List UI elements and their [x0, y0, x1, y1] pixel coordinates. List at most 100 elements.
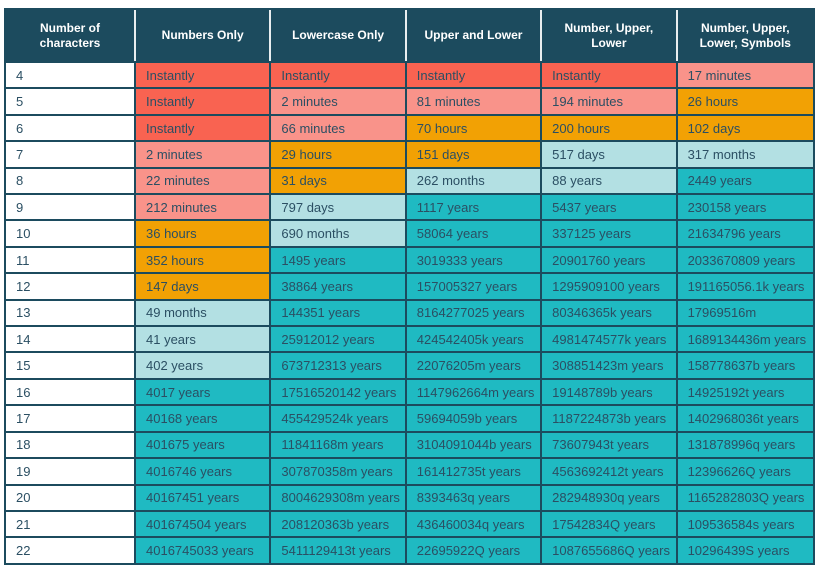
row-chars-cell: 14: [6, 325, 136, 352]
row-chars-cell: 6: [6, 113, 136, 141]
time-cell: 673712313 years: [271, 351, 407, 378]
time-cell: 2449 years: [677, 166, 813, 194]
time-cell: 2 minutes: [136, 140, 272, 167]
time-cell: 436460034q years: [406, 509, 543, 537]
time-cell: 402 years: [136, 351, 272, 378]
table-row: 11 352 hours 1495 years 3019333 years 209017…: [6, 245, 813, 273]
time-cell: 352 hours: [136, 245, 272, 273]
column-header-4: Number, Upper, Lower: [542, 10, 678, 61]
password-crack-time-table: Number of characters Numbers Only Lowercas…: [4, 8, 815, 565]
time-cell: 424542405k years: [406, 325, 543, 352]
time-cell: 17542834Q years: [542, 509, 678, 537]
time-cell: 191165056.1k years: [677, 272, 813, 299]
time-cell: 80346365k years: [542, 298, 678, 326]
row-chars-cell: 5: [6, 87, 136, 114]
time-cell: 1295909100 years: [542, 272, 678, 299]
row-chars-cell: 7: [6, 140, 136, 167]
row-chars-cell: 17: [6, 404, 136, 431]
header-row: Number of characters Numbers Only Lowercas…: [6, 10, 813, 61]
time-cell: Instantly: [406, 61, 543, 88]
time-cell: 690 months: [271, 219, 407, 246]
row-chars-cell: 22: [6, 536, 136, 563]
time-cell: 2033670809 years: [677, 245, 813, 273]
time-cell: 4563692412t years: [542, 457, 678, 484]
time-cell: 3104091044b years: [406, 430, 543, 458]
time-cell: 8164277025 years: [406, 298, 543, 326]
time-cell: 38864 years: [271, 272, 407, 299]
time-cell: 40167451 years: [136, 483, 272, 510]
time-cell: 401675 years: [136, 430, 272, 458]
time-cell: 151 days: [406, 140, 543, 167]
time-cell: 282948930q years: [542, 483, 678, 510]
column-header-2: Lowercase Only: [271, 10, 407, 61]
time-cell: 1187224873b years: [542, 404, 678, 431]
time-cell: 5437 years: [542, 193, 678, 220]
table-row: 20 40167451 years 8004629308m years 8393463…: [6, 483, 813, 510]
time-cell: 1689134436m years: [677, 325, 813, 352]
time-cell: 81 minutes: [406, 87, 543, 114]
table-row: 9 212 minutes 797 days 1117 years 5437 years…: [6, 193, 813, 220]
time-cell: 1147962664m years: [406, 377, 543, 405]
time-cell: Instantly: [271, 61, 407, 88]
table-row: 16 4017 years 17516520142 years 1147962664m…: [6, 377, 813, 405]
row-chars-cell: 18: [6, 430, 136, 458]
time-cell: 1402968036t years: [677, 404, 813, 431]
time-cell: 194 minutes: [542, 87, 678, 114]
time-cell: 307870358m years: [271, 457, 407, 484]
time-cell: 17 minutes: [677, 61, 813, 88]
time-cell: 40168 years: [136, 404, 272, 431]
row-chars-cell: 9: [6, 193, 136, 220]
table-row: 17 40168 years 455429524k years 59694059b y…: [6, 404, 813, 431]
time-cell: 131878996q years: [677, 430, 813, 458]
time-cell: 22 minutes: [136, 166, 272, 194]
table-row: 8 22 minutes 31 days 262 months 88 years 2449…: [6, 166, 813, 194]
time-cell: 8393463q years: [406, 483, 543, 510]
time-cell: 455429524k years: [271, 404, 407, 431]
row-chars-cell: 8: [6, 166, 136, 194]
time-cell: 317 months: [677, 140, 813, 167]
row-chars-cell: 21: [6, 509, 136, 537]
table-body: 4 Instantly Instantly Instantly Instantly 17 …: [6, 61, 813, 563]
time-cell: 401674504 years: [136, 509, 272, 537]
time-cell: 200 hours: [542, 113, 678, 141]
time-cell: 12396626Q years: [677, 457, 813, 484]
time-cell: 20901760 years: [542, 245, 678, 273]
table-row: 6 Instantly 66 minutes 70 hours 200 hours 102…: [6, 113, 813, 141]
time-cell: 1117 years: [406, 193, 543, 220]
time-cell: 208120363b years: [271, 509, 407, 537]
time-cell: 212 minutes: [136, 193, 272, 220]
time-cell: 73607943t years: [542, 430, 678, 458]
row-chars-cell: 12: [6, 272, 136, 299]
time-cell: Instantly: [136, 113, 272, 141]
time-cell: 147 days: [136, 272, 272, 299]
row-chars-cell: 13: [6, 298, 136, 326]
time-cell: 17516520142 years: [271, 377, 407, 405]
time-cell: 102 days: [677, 113, 813, 141]
table-row: 5 Instantly 2 minutes 81 minutes 194 minutes…: [6, 87, 813, 114]
time-cell: 5411129413t years: [271, 536, 407, 563]
time-cell: 10296439S years: [677, 536, 813, 563]
time-cell: 25912012 years: [271, 325, 407, 352]
table-row: 14 41 years 25912012 years 424542405k years…: [6, 325, 813, 352]
time-cell: Instantly: [136, 61, 272, 88]
time-cell: 88 years: [542, 166, 678, 194]
time-cell: 22076205m years: [406, 351, 543, 378]
table-row: 4 Instantly Instantly Instantly Instantly 17 …: [6, 61, 813, 88]
time-cell: 337125 years: [542, 219, 678, 246]
time-cell: 14925192t years: [677, 377, 813, 405]
table-row: 21 401674504 years 208120363b years 4364600…: [6, 509, 813, 537]
time-cell: 49 months: [136, 298, 272, 326]
time-cell: 2 minutes: [271, 87, 407, 114]
table-row: 10 36 hours 690 months 58064 years 337125 ye…: [6, 219, 813, 246]
time-cell: 11841168m years: [271, 430, 407, 458]
time-cell: 4016746 years: [136, 457, 272, 484]
time-cell: 66 minutes: [271, 113, 407, 141]
table-row: 15 402 years 673712313 years 22076205m year…: [6, 351, 813, 378]
time-cell: 31 days: [271, 166, 407, 194]
time-cell: 797 days: [271, 193, 407, 220]
table-row: 12 147 days 38864 years 157005327 years 1295…: [6, 272, 813, 299]
column-header-0: Number of characters: [6, 10, 136, 61]
time-cell: 109536584s years: [677, 509, 813, 537]
row-chars-cell: 15: [6, 351, 136, 378]
